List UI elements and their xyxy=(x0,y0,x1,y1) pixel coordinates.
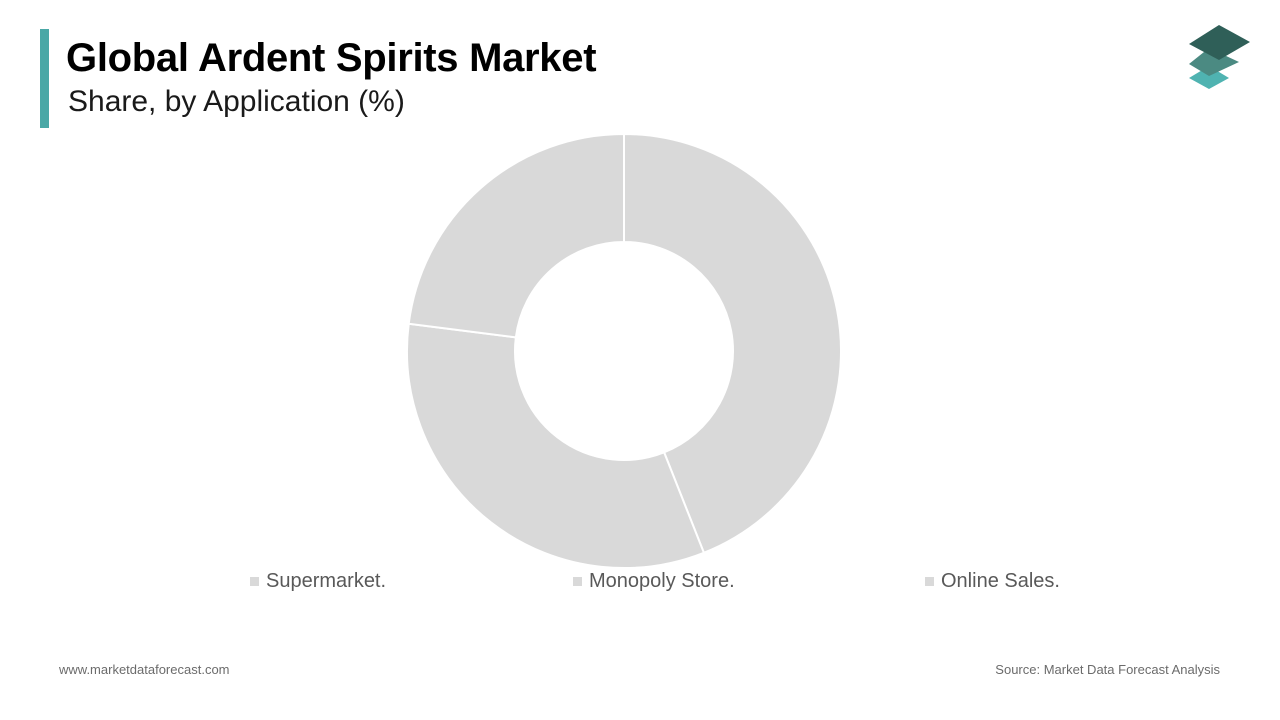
legend-label: Monopoly Store. xyxy=(589,570,735,592)
legend-swatch xyxy=(250,577,259,586)
title-accent-bar xyxy=(40,29,49,128)
website-footer: www.marketdataforecast.com xyxy=(59,662,230,677)
chart-subtitle: Share, by Application (%) xyxy=(68,85,405,118)
logo-layer-bottom xyxy=(1189,66,1229,89)
donut-slice-supermarket xyxy=(623,132,842,555)
legend-label: Online Sales. xyxy=(941,570,1060,592)
donut-slice-online-sales xyxy=(407,132,625,339)
legend-swatch xyxy=(573,577,582,586)
legend-item-monopoly-store: Monopoly Store. xyxy=(573,570,735,593)
legend-label: Supermarket. xyxy=(266,570,387,592)
chart-legend: Supermarket. Monopoly Store. Online Sales. xyxy=(0,570,1280,596)
source-footer: Source: Market Data Forecast Analysis xyxy=(995,662,1220,677)
donut-slice-monopoly-store xyxy=(406,322,706,569)
logo-layer-top xyxy=(1189,25,1250,60)
legend-swatch xyxy=(925,577,934,586)
logo-layer-middle xyxy=(1189,48,1239,76)
chart-title: Global Ardent Spirits Market xyxy=(66,36,597,80)
legend-item-online-sales: Online Sales. xyxy=(925,570,1060,593)
layers-logo-icon xyxy=(1189,25,1250,89)
legend-item-supermarket: Supermarket. xyxy=(250,570,386,593)
